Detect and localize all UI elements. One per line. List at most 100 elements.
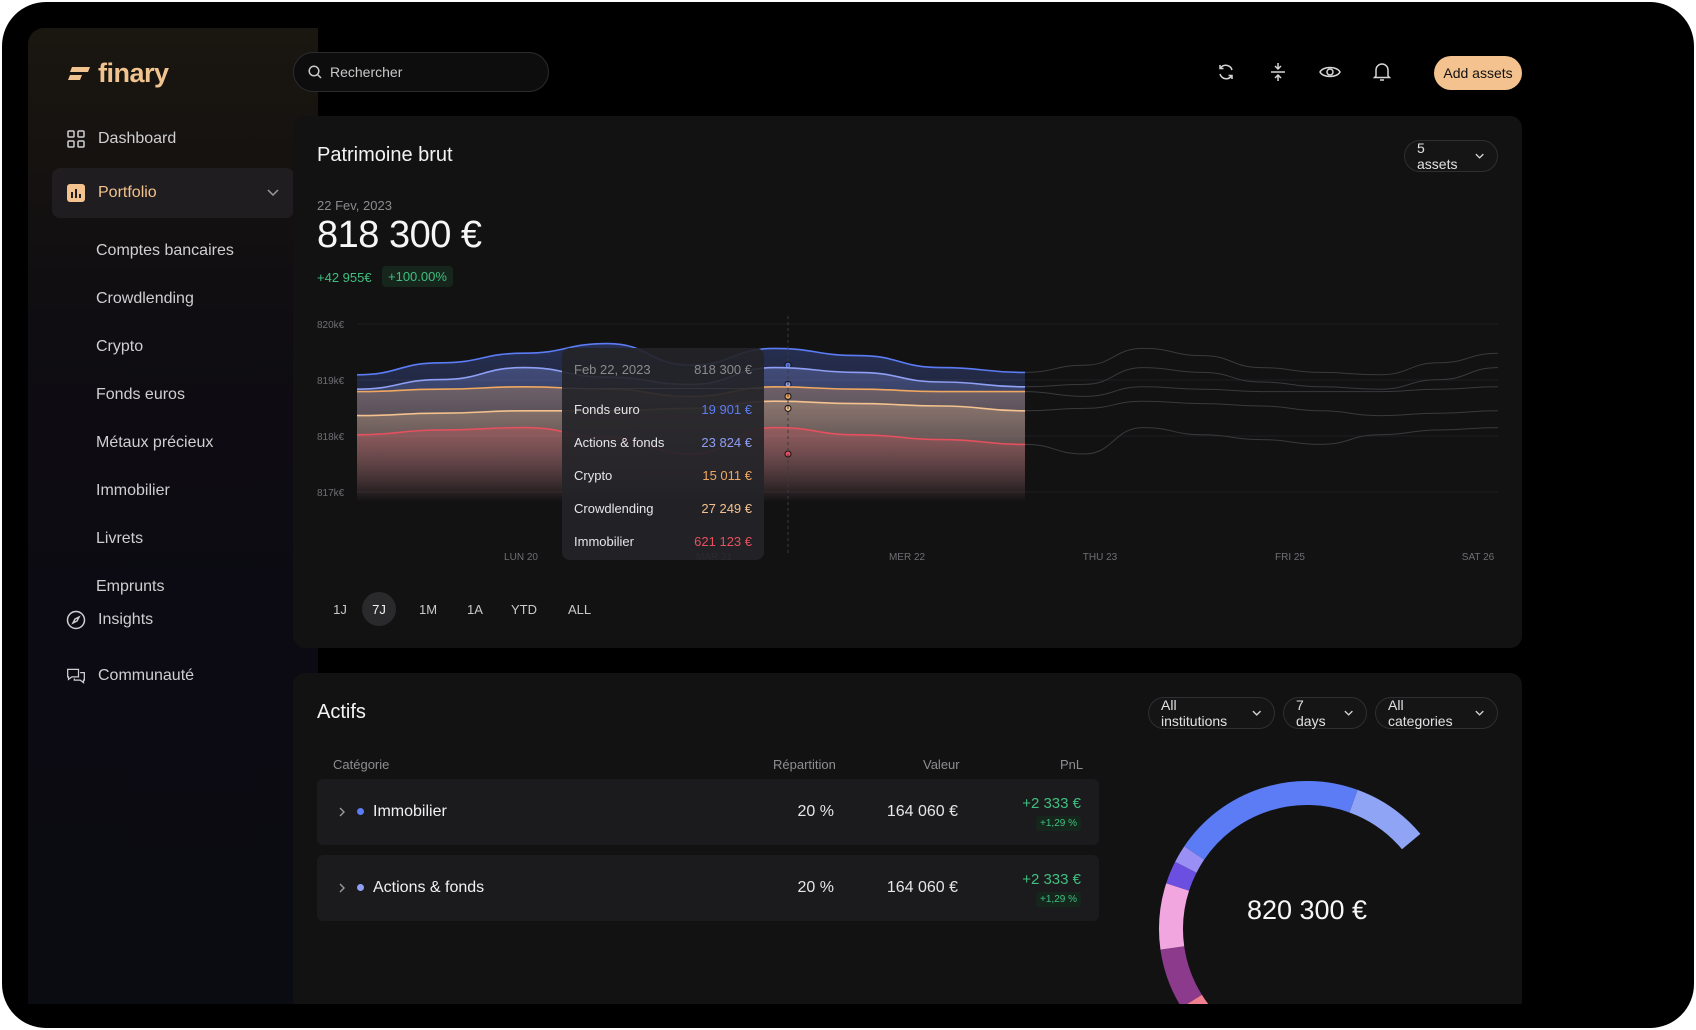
- table-row[interactable]: Immobilier 20 % 164 060 € +2 333 € +1,29…: [317, 779, 1099, 845]
- x-tick-label: MER 22: [889, 552, 926, 563]
- logo[interactable]: finary: [68, 58, 169, 89]
- assets-dropdown[interactable]: 5 assets: [1404, 140, 1498, 172]
- sidebar-item-label: Insights: [98, 611, 154, 628]
- donut-total: 820 300 €: [1246, 895, 1368, 925]
- chevron-right-icon[interactable]: [337, 881, 347, 899]
- actifs-title: Actifs: [317, 701, 366, 723]
- tooltip-row-label: Crypto: [574, 468, 613, 483]
- compass-icon: [66, 610, 86, 630]
- chevron-down-icon: [1251, 710, 1261, 716]
- tooltip-divider: [562, 388, 764, 389]
- sidebar-subitem-immobilier[interactable]: Immobilier: [96, 482, 170, 499]
- bell-icon[interactable]: [1370, 60, 1394, 84]
- donut-slice[interactable]: [1166, 861, 1197, 891]
- assets-dropdown-label: 5 assets: [1417, 140, 1458, 172]
- donut-slice[interactable]: [1349, 789, 1421, 850]
- donut-slice[interactable]: [1186, 994, 1261, 1004]
- patrimoine-delta-badge: +100.00%: [382, 266, 453, 287]
- category-repartition: 20 %: [797, 879, 834, 896]
- category-pnl: +2 333 €: [1022, 871, 1081, 888]
- range-7j-button[interactable]: 7J: [362, 592, 396, 626]
- range-1a-button[interactable]: 1A: [467, 601, 483, 617]
- column-header-pnl[interactable]: PnL: [1060, 757, 1084, 772]
- y-tick-label: 818k€: [317, 432, 345, 443]
- grid-icon: [66, 129, 86, 149]
- allocation-donut-chart[interactable]: [1147, 769, 1467, 1004]
- search-icon: [308, 65, 322, 79]
- patrimoine-card: Patrimoine brut 5 assets 22 Fev, 2023 81…: [293, 116, 1522, 648]
- sidebar-item-label: Communauté: [98, 667, 195, 684]
- tooltip-row-label: Crowdlending: [574, 501, 654, 516]
- chevron-down-icon: [266, 185, 280, 204]
- category-repartition: 20 %: [797, 803, 834, 820]
- category-valeur: 164 060 €: [886, 803, 958, 820]
- tooltip-row-value: 27 249 €: [701, 501, 752, 516]
- bar-chart-icon: [66, 183, 86, 203]
- sidebar-subitem-livrets[interactable]: Livrets: [96, 530, 144, 547]
- sidebar-subitem-emprunts[interactable]: Emprunts: [96, 578, 165, 595]
- donut-slice[interactable]: [1159, 883, 1190, 950]
- sidebar-subitem-crowdlending[interactable]: Crowdlending: [96, 290, 194, 307]
- tooltip-row-value: 23 824 €: [701, 435, 752, 450]
- sidebar-item-insights[interactable]: Insights: [52, 595, 294, 645]
- tooltip-row: Crowdlending 27 249 €: [574, 501, 752, 516]
- series-projection-line: [1024, 427, 1499, 455]
- chevron-down-icon: [1475, 153, 1484, 159]
- chevron-down-icon: [1344, 710, 1353, 716]
- tooltip-row-label: Actions & fonds: [574, 435, 665, 450]
- add-assets-button[interactable]: Add assets: [1434, 56, 1522, 90]
- tooltip-row-value: 621 123 €: [694, 534, 752, 549]
- sidebar-subitem-metaux[interactable]: Métaux précieux: [96, 434, 214, 451]
- sidebar-subitem-crypto[interactable]: Crypto: [96, 338, 144, 355]
- eye-icon[interactable]: [1318, 60, 1342, 84]
- range-all-button[interactable]: ALL: [568, 601, 592, 617]
- x-tick-label: THU 23: [1083, 552, 1118, 563]
- range-1j-button[interactable]: 1J: [333, 601, 347, 617]
- donut-slice[interactable]: [1175, 846, 1205, 873]
- category-pnl: +2 333 €: [1022, 795, 1081, 812]
- patrimoine-value: 818 300 €: [317, 214, 482, 256]
- sidebar-item-portfolio[interactable]: Portfolio: [52, 168, 294, 218]
- categories-filter[interactable]: All categories: [1375, 697, 1498, 729]
- tooltip-row-value: 19 901 €: [701, 402, 752, 417]
- range-1m-button[interactable]: 1M: [418, 601, 438, 617]
- sidebar-subitem-fonds-euros[interactable]: Fonds euros: [96, 386, 185, 403]
- series-projection-line: [1024, 347, 1499, 376]
- tooltip-row: Fonds euro 19 901 €: [574, 402, 752, 417]
- column-header-categorie[interactable]: Catégorie: [333, 757, 390, 772]
- patrimoine-title: Patrimoine brut: [317, 144, 453, 166]
- sidebar-subitem-comptes[interactable]: Comptes bancaires: [96, 242, 234, 259]
- column-header-repartition[interactable]: Répartition: [773, 757, 836, 772]
- search-placeholder: Rechercher: [330, 64, 403, 80]
- refresh-icon[interactable]: [1214, 60, 1238, 84]
- category-dot: [357, 884, 364, 891]
- x-tick-label: FRI 25: [1275, 552, 1305, 563]
- tooltip-row: Actions & fonds 23 824 €: [574, 435, 752, 450]
- column-header-valeur[interactable]: Valeur: [923, 757, 960, 772]
- category-name: Actions & fonds: [373, 879, 485, 896]
- sidebar-item-communaute[interactable]: Communauté: [52, 651, 294, 701]
- patrimoine-chart[interactable]: 820k€819k€818k€817k€LUN 20MAR 21MER 22TH…: [293, 306, 1522, 576]
- range-ytd-button[interactable]: YTD: [511, 601, 537, 617]
- donut-slice[interactable]: [1160, 945, 1203, 1004]
- app-screen: finary Dashboard Portf: [28, 28, 1670, 1004]
- chevron-down-icon: [1475, 710, 1484, 716]
- category-dot: [357, 808, 364, 815]
- table-row[interactable]: Actions & fonds 20 % 164 060 € +2 333 € …: [317, 855, 1099, 921]
- institutions-filter[interactable]: All institutions: [1148, 697, 1275, 729]
- patrimoine-date: 22 Fev, 2023: [317, 198, 392, 213]
- sidebar-item-label: Portfolio: [98, 184, 157, 201]
- sidebar-item-dashboard[interactable]: Dashboard: [52, 114, 294, 164]
- series-projection-line: [1024, 400, 1499, 417]
- search-input[interactable]: Rechercher: [293, 52, 549, 92]
- y-tick-label: 820k€: [317, 320, 345, 331]
- collapse-icon[interactable]: [1266, 60, 1290, 84]
- period-filter[interactable]: 7 days: [1283, 697, 1367, 729]
- tooltip-row-value: 15 011 €: [702, 468, 752, 483]
- donut-slice[interactable]: [1184, 781, 1358, 860]
- category-name: Immobilier: [373, 803, 447, 820]
- chevron-right-icon[interactable]: [337, 805, 347, 823]
- chart-tooltip: Feb 22, 2023 818 300 € Fonds euro 19 901 …: [562, 348, 764, 560]
- x-tick-label: LUN 20: [504, 552, 538, 563]
- chat-bubbles-icon: [66, 666, 86, 686]
